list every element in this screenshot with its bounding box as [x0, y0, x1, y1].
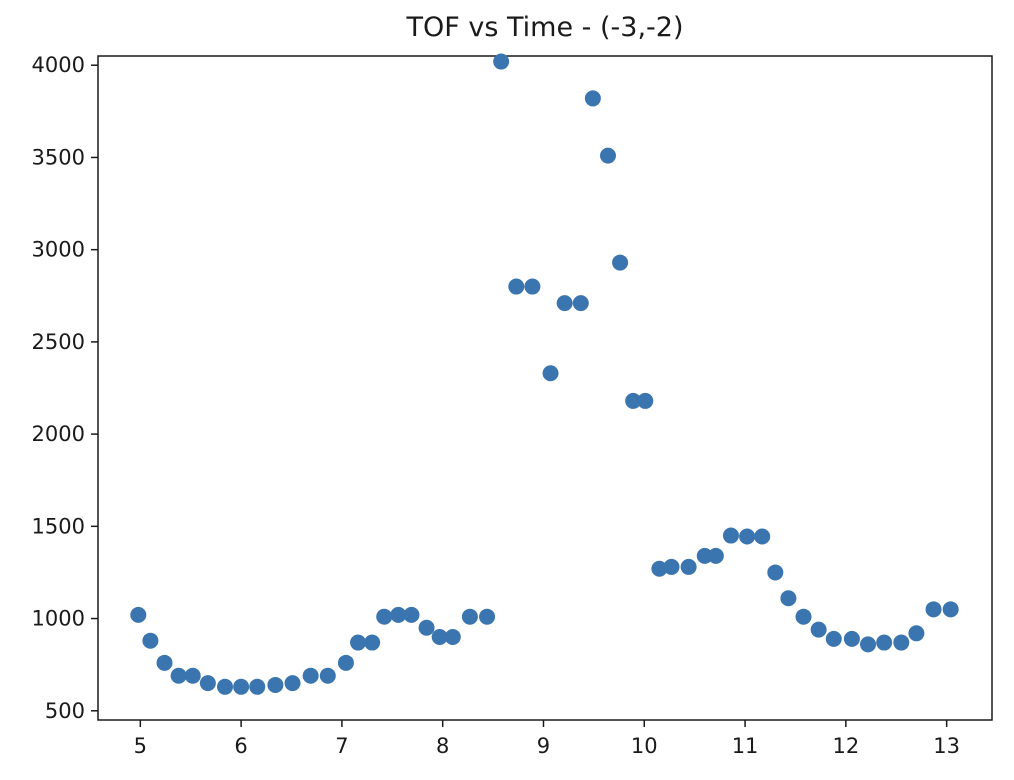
x-tick-label: 5 — [134, 734, 147, 758]
data-point — [493, 53, 510, 70]
data-point — [612, 254, 629, 271]
data-point — [925, 601, 942, 618]
y-tick-label: 3000 — [32, 238, 85, 262]
data-point — [199, 675, 216, 692]
data-point — [572, 295, 589, 312]
data-point — [739, 528, 756, 545]
y-tick-label: 3500 — [32, 145, 85, 169]
data-point — [942, 601, 959, 618]
data-point — [599, 147, 616, 164]
data-point — [267, 676, 284, 693]
data-point — [431, 629, 448, 645]
x-axis: 5 6 7 8 9 10 11 12 13 — [134, 720, 960, 758]
data-point — [810, 621, 827, 638]
y-tick-label: 500 — [45, 699, 85, 723]
data-point — [364, 634, 381, 651]
data-point — [184, 667, 201, 684]
data-point — [680, 558, 697, 575]
data-point — [130, 606, 147, 623]
data-point — [249, 678, 266, 695]
data-point — [625, 392, 642, 409]
data-point — [893, 634, 910, 651]
plot-area-frame — [97, 55, 993, 721]
data-point — [663, 558, 680, 575]
data-point — [156, 654, 173, 671]
chart-title: TOF vs Time - (-3,-2) — [406, 12, 684, 43]
data-point — [651, 560, 668, 577]
data-point — [461, 608, 478, 625]
data-point — [584, 90, 601, 107]
x-tick-label: 9 — [537, 734, 550, 758]
data-point — [524, 278, 541, 295]
data-point — [795, 608, 812, 625]
data-point — [876, 634, 893, 651]
data-point — [350, 634, 367, 651]
x-tick-label: 8 — [436, 734, 449, 758]
x-tick-label: 13 — [933, 734, 960, 758]
data-points — [130, 53, 959, 695]
data-point — [376, 608, 393, 625]
x-tick-label: 12 — [832, 734, 859, 758]
x-tick-label: 10 — [631, 734, 658, 758]
data-point — [754, 528, 771, 545]
data-point — [843, 630, 860, 647]
data-point — [556, 295, 573, 312]
data-point — [284, 675, 301, 692]
data-point — [170, 667, 187, 684]
data-point — [860, 636, 877, 653]
data-point — [337, 654, 354, 671]
data-point — [637, 392, 654, 409]
data-point — [403, 606, 420, 623]
data-point — [780, 590, 797, 607]
x-tick-label: 11 — [732, 734, 759, 758]
y-tick-label: 2000 — [32, 422, 85, 446]
data-point — [825, 630, 842, 647]
data-point — [142, 632, 159, 649]
y-tick-label: 4000 — [32, 53, 85, 77]
data-point — [216, 678, 233, 695]
y-tick-label: 2500 — [32, 330, 85, 354]
x-tick-label: 6 — [234, 734, 247, 758]
y-tick-label: 1500 — [32, 514, 85, 538]
data-point — [908, 625, 925, 642]
y-axis: 500 1000 1500 2000 2500 3000 3500 4000 — [32, 53, 98, 723]
y-tick-label: 1000 — [32, 607, 85, 631]
x-tick-label: 7 — [335, 734, 348, 758]
data-point — [696, 547, 713, 564]
data-point — [479, 608, 496, 625]
data-point — [707, 547, 724, 564]
data-point — [390, 606, 407, 623]
data-point — [444, 629, 461, 645]
data-point — [418, 619, 435, 636]
data-point — [508, 278, 525, 295]
data-point — [233, 678, 250, 695]
data-point — [302, 667, 319, 684]
data-point — [542, 365, 559, 382]
data-point — [767, 564, 784, 581]
data-point — [319, 667, 336, 684]
data-point — [722, 527, 739, 544]
